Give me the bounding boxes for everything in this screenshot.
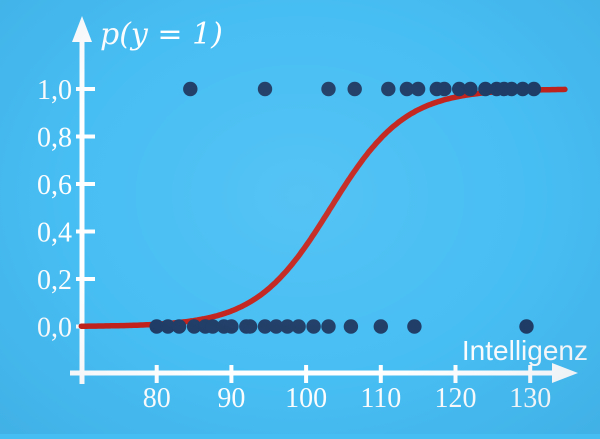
tick-labels: 80 90 100 110 120 130 1,0 0,8 0,6 0,4 0,2 0,0 [37,75,551,414]
data-point [257,319,273,334]
data-point [452,81,467,97]
data-point [242,319,258,334]
tick-marks [76,86,533,383]
y-tick-label: 0,2 [37,265,72,296]
data-point [186,319,202,334]
data-point [478,81,493,97]
data-point [205,319,220,334]
data-point [463,81,478,97]
data-point [343,319,359,334]
data-point [306,319,321,334]
data-point [515,81,530,97]
data-point [407,319,422,334]
data-point [526,81,542,97]
data-point [347,81,362,97]
data-point [183,81,198,97]
y-tick-label: 1,0 [37,75,72,106]
x-axis-label: Intelligenz [462,335,588,366]
data-point [519,319,534,334]
x-tick-label: 120 [435,383,477,414]
x-axis-arrow-icon [552,363,578,383]
data-point [504,81,519,97]
data-point [171,319,187,334]
data-point [410,81,426,97]
x-tick-label: 110 [360,383,401,414]
data-point [149,319,164,334]
data-point [291,319,306,334]
y-tick-label: 0,8 [37,122,72,153]
y-tick-label: 0,6 [37,170,72,201]
data-point [373,319,388,334]
y-tick-label: 0,4 [37,217,72,248]
data-point [321,319,336,334]
data-point [269,319,284,334]
x-tick-label: 100 [285,383,327,414]
data-point [280,319,295,334]
x-tick-label: 80 [143,383,171,414]
x-tick-label: 90 [217,383,245,414]
scatter-points [149,81,542,334]
y-axis-title: p(y = 1) [100,17,223,52]
data-point [160,319,176,334]
y-axis-arrow-icon [72,16,92,42]
logistic-curve [78,86,568,329]
data-point [257,81,273,97]
data-point [321,81,336,97]
data-point [437,81,452,97]
y-tick-label: 0,0 [37,312,72,343]
data-point [224,319,239,334]
data-point [381,81,396,97]
x-tick-label: 130 [509,383,551,414]
data-point [399,81,415,97]
